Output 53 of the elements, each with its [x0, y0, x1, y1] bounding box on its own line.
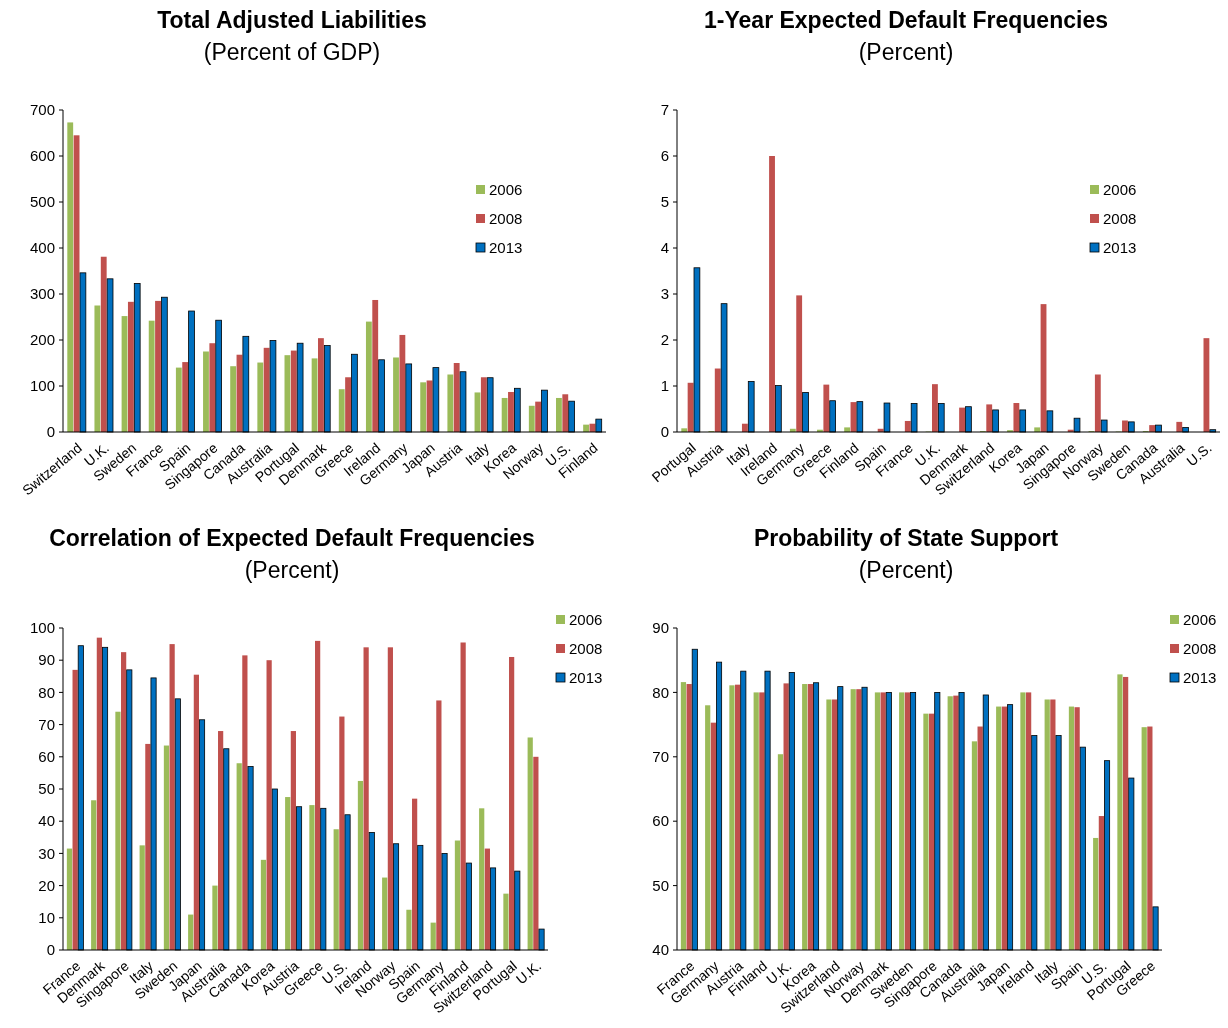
y-tick-label: 400: [29, 239, 55, 257]
y-tick-label: 700: [29, 101, 55, 119]
y-tick-label: 0: [46, 941, 55, 959]
y-tick-label: 90: [652, 619, 669, 637]
y-tick-label: 60: [38, 748, 55, 766]
y-tick-label: 70: [652, 748, 669, 766]
chart-title: Probability of State Support: [753, 525, 1059, 551]
y-tick-label: 90: [38, 651, 55, 669]
chart-title: Correlation of Expected Default Frequencies: [49, 525, 535, 551]
y-tick-label: 50: [38, 780, 55, 798]
legend-label: 2013: [1103, 239, 1137, 257]
y-tick-label: 100: [29, 619, 55, 637]
y-tick-label: 2: [660, 331, 669, 349]
y-tick-label: 0: [660, 423, 669, 441]
y-tick-label: 40: [38, 812, 55, 830]
y-tick-label: 600: [29, 147, 55, 165]
y-tick-label: 10: [38, 909, 55, 927]
legend-label: 2013: [1183, 669, 1217, 687]
chart-title: 1-Year Expected Default Frequencies: [704, 7, 1108, 33]
legend-label: 2008: [489, 210, 523, 228]
y-tick-label: 3: [660, 285, 669, 303]
legend-label: 2006: [1103, 181, 1137, 199]
legend-label: 2013: [489, 239, 523, 257]
chart-subtitle: (Percent of GDP): [203, 39, 381, 65]
y-tick-label: 0: [46, 423, 55, 441]
y-tick-label: 20: [38, 876, 55, 894]
y-tick-label: 80: [38, 683, 55, 701]
legend-label: 2006: [569, 611, 603, 629]
chart-title: Total Adjusted Liabilities: [157, 7, 427, 33]
y-tick-label: 5: [660, 193, 669, 211]
y-tick-label: 30: [38, 844, 55, 862]
chart-subtitle: (Percent): [244, 557, 340, 583]
y-tick-label: 40: [652, 941, 669, 959]
legend-label: 2008: [1183, 640, 1217, 658]
y-tick-label: 6: [660, 147, 669, 165]
chart-subtitle: (Percent): [858, 557, 954, 583]
legend-label: 2006: [489, 181, 523, 199]
y-tick-label: 4: [660, 239, 669, 257]
legend-label: 2008: [1103, 210, 1137, 228]
y-tick-label: 60: [652, 812, 669, 830]
chart-subtitle: (Percent): [858, 39, 954, 65]
y-tick-label: 300: [29, 285, 55, 303]
legend-label: 2006: [1183, 611, 1217, 629]
y-tick-label: 1: [660, 377, 669, 395]
y-tick-label: 500: [29, 193, 55, 211]
legend-label: 2008: [569, 640, 603, 658]
y-tick-label: 100: [29, 377, 55, 395]
y-tick-label: 7: [660, 101, 669, 119]
legend-label: 2013: [569, 669, 603, 687]
y-tick-label: 200: [29, 331, 55, 349]
y-tick-label: 70: [38, 715, 55, 733]
y-tick-label: 80: [652, 683, 669, 701]
y-tick-label: 50: [652, 876, 669, 894]
